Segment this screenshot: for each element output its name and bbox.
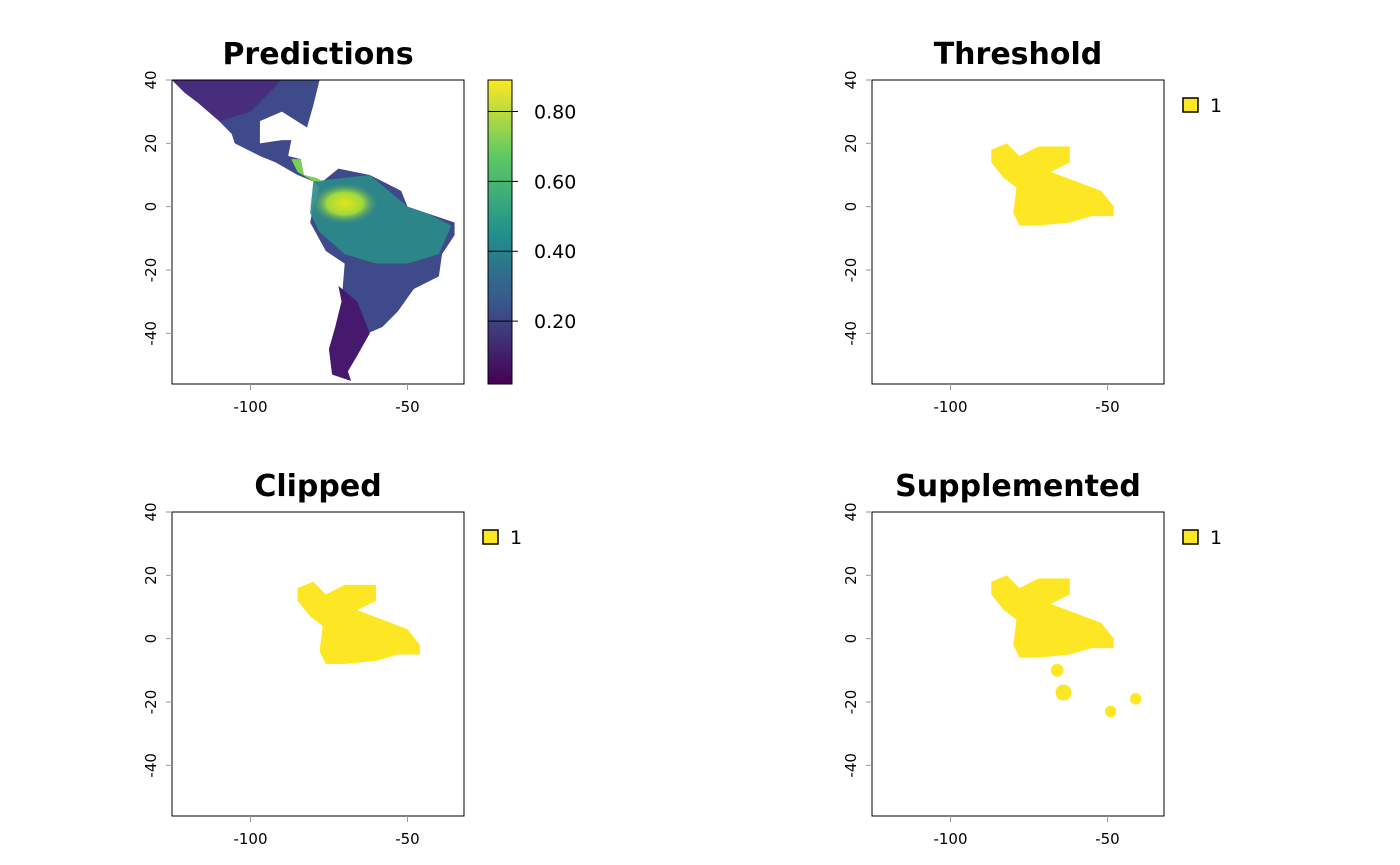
x-tick-label: -50 xyxy=(395,830,420,848)
map-panel: Threshold -100 -50 40 20 0 -20 -40 1 xyxy=(842,37,1222,416)
x-tick-label: -100 xyxy=(933,398,967,416)
y-tick-label: -40 xyxy=(842,753,860,778)
panel-title: Clipped xyxy=(254,469,381,504)
panel-title: Predictions xyxy=(222,37,413,72)
y-tick-label: -40 xyxy=(142,753,160,778)
x-tick-label: -100 xyxy=(933,830,967,848)
y-tick-label: 40 xyxy=(142,502,160,521)
presence-area xyxy=(1055,684,1072,701)
land-raster xyxy=(172,80,455,381)
legend-label: 1 xyxy=(510,527,522,549)
x-tick-label: -50 xyxy=(395,398,420,416)
presence-area xyxy=(297,581,421,664)
land-raster xyxy=(172,80,282,122)
y-tick-label: 40 xyxy=(842,502,860,521)
y-tick-label: 40 xyxy=(842,70,860,89)
land-raster xyxy=(291,159,323,182)
legend-swatch xyxy=(482,529,499,545)
colorbar-label: 0.80 xyxy=(534,101,576,123)
colorbar xyxy=(487,79,513,385)
presence-area xyxy=(1104,705,1117,718)
legend-swatch xyxy=(1182,529,1199,545)
panel-title: Threshold xyxy=(934,37,1103,72)
plot-frame xyxy=(871,79,1165,385)
map-panel: Clipped -100 -50 40 20 0 -20 -40 1 xyxy=(142,469,522,848)
y-tick-label: 40 xyxy=(142,70,160,89)
plot-frame xyxy=(171,79,465,385)
y-tick-label: 20 xyxy=(842,566,860,585)
presence-area xyxy=(991,575,1114,658)
y-tick-label: -20 xyxy=(142,258,160,283)
colorbar-label: 0.20 xyxy=(534,311,576,333)
x-tick-label: -100 xyxy=(233,830,267,848)
x-tick-label: -50 xyxy=(1095,398,1120,416)
presence-area xyxy=(1129,693,1142,705)
y-tick-label: -20 xyxy=(842,258,860,283)
y-tick-label: 0 xyxy=(142,202,160,212)
y-tick-label: 0 xyxy=(842,634,860,644)
x-tick-label: -100 xyxy=(233,398,267,416)
presence-area xyxy=(991,143,1114,226)
presence-area xyxy=(1050,663,1064,677)
y-tick-label: -20 xyxy=(142,690,160,715)
x-tick-label: -50 xyxy=(1095,830,1120,848)
plot-frame xyxy=(871,511,1165,817)
map-panel: Predictions -100 -50 40 20 0 -20 -40 0.20 0.40 0.6… xyxy=(142,37,576,416)
y-tick-label: -20 xyxy=(842,690,860,715)
legend-swatch xyxy=(1182,97,1199,113)
map-panel: Supplemented -100 -50 40 20 0 -20 -40 1 xyxy=(842,469,1222,848)
y-tick-label: 0 xyxy=(842,202,860,212)
land-raster xyxy=(308,181,381,226)
colorbar-label: 0.40 xyxy=(534,241,576,263)
colorbar-label: 0.60 xyxy=(534,171,576,193)
y-tick-label: 20 xyxy=(142,566,160,585)
plot-frame xyxy=(171,511,465,817)
panel-title: Supplemented xyxy=(895,469,1141,504)
legend-label: 1 xyxy=(1210,527,1222,549)
legend-label: 1 xyxy=(1210,95,1222,117)
y-tick-label: 20 xyxy=(842,134,860,153)
y-tick-label: 20 xyxy=(142,134,160,153)
land-raster xyxy=(328,285,370,381)
y-tick-label: 0 xyxy=(142,634,160,644)
y-tick-label: -40 xyxy=(142,321,160,346)
y-tick-label: -40 xyxy=(842,321,860,346)
